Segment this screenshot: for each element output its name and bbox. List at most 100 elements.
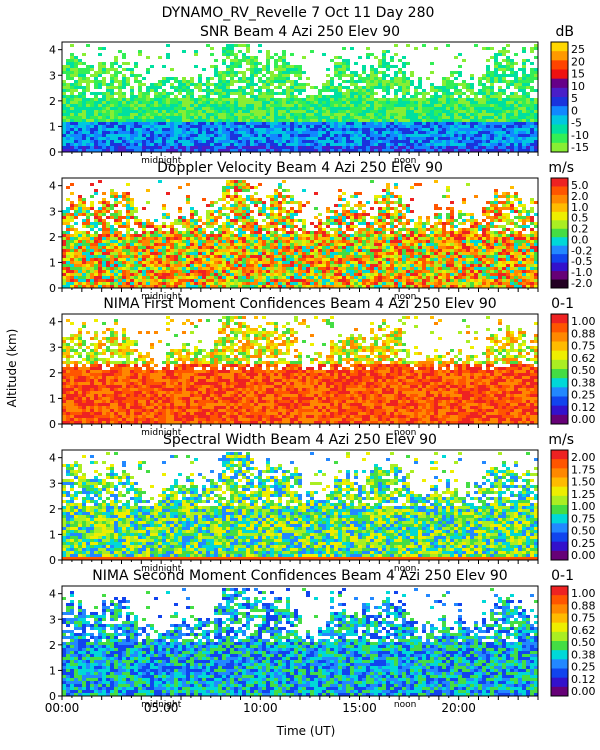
- heatmap-cell: [126, 234, 130, 237]
- heatmap-cell: [122, 86, 126, 89]
- heatmap-cell: [490, 119, 494, 122]
- heatmap-cell: [238, 243, 242, 246]
- heatmap-cell: [246, 240, 250, 243]
- heatmap-cell: [238, 225, 242, 228]
- heatmap-cell: [70, 213, 74, 216]
- heatmap-cell: [242, 213, 246, 216]
- heatmap-cell: [254, 71, 258, 74]
- heatmap-cell: [190, 225, 194, 228]
- heatmap-cell: [98, 237, 102, 240]
- heatmap-cell: [502, 134, 506, 137]
- heatmap-cell: [122, 249, 126, 252]
- heatmap-cell: [166, 131, 170, 134]
- heatmap-cell: [142, 267, 146, 270]
- heatmap-cell: [82, 68, 86, 71]
- heatmap-cell: [70, 270, 74, 273]
- heatmap-cell: [226, 282, 230, 285]
- heatmap-cell: [230, 107, 234, 110]
- heatmap-cell: [358, 140, 362, 143]
- heatmap-cell: [234, 140, 238, 143]
- heatmap-cell: [274, 128, 278, 131]
- heatmap-cell: [114, 243, 118, 246]
- heatmap-cell: [62, 270, 66, 273]
- heatmap-cell: [78, 146, 82, 149]
- heatmap-cell: [510, 80, 514, 83]
- heatmap-cell: [158, 80, 162, 83]
- heatmap-cell: [126, 258, 130, 261]
- heatmap-cell: [162, 92, 166, 95]
- heatmap-cell: [90, 131, 94, 134]
- colorbar-label: 25: [571, 43, 585, 56]
- heatmap-cell: [206, 219, 210, 222]
- heatmap-cell: [374, 83, 378, 86]
- heatmap-cell: [98, 282, 102, 285]
- heatmap-cell: [194, 246, 198, 249]
- heatmap-cell: [522, 146, 526, 149]
- heatmap-cell: [406, 143, 410, 146]
- heatmap-cell: [534, 146, 538, 149]
- heatmap-cell: [110, 228, 114, 231]
- heatmap-cell: [126, 261, 130, 264]
- heatmap-cell: [214, 210, 218, 213]
- heatmap-cell: [382, 140, 386, 143]
- heatmap-cell: [218, 92, 222, 95]
- heatmap-cell: [466, 122, 470, 125]
- heatmap-cell: [98, 228, 102, 231]
- heatmap-cell: [126, 276, 130, 279]
- heatmap-cell: [526, 137, 530, 140]
- heatmap-cell: [86, 234, 90, 237]
- heatmap-cell: [270, 237, 274, 240]
- heatmap-cell: [86, 110, 90, 113]
- heatmap-cell: [238, 128, 242, 131]
- heatmap-cell: [214, 86, 218, 89]
- heatmap-cell: [470, 116, 474, 119]
- heatmap-cell: [322, 131, 326, 134]
- heatmap-cell: [342, 65, 346, 68]
- heatmap-cell: [254, 116, 258, 119]
- heatmap-cell: [122, 83, 126, 86]
- heatmap-cell: [506, 98, 510, 101]
- heatmap-cell: [246, 92, 250, 95]
- heatmap-cell: [158, 92, 162, 95]
- heatmap-cell: [82, 101, 86, 104]
- heatmap-cell: [274, 122, 278, 125]
- heatmap-cell: [502, 131, 506, 134]
- heatmap-cell: [126, 131, 130, 134]
- heatmap-cell: [182, 125, 186, 128]
- heatmap-cell: [78, 68, 82, 71]
- heatmap-cell: [258, 183, 262, 186]
- heatmap-cell: [266, 264, 270, 267]
- heatmap-cell: [138, 243, 142, 246]
- heatmap-cell: [150, 267, 154, 270]
- heatmap-cell: [62, 101, 66, 104]
- heatmap-cell: [282, 234, 286, 237]
- heatmap-cell: [278, 86, 282, 89]
- heatmap-cell: [118, 261, 122, 264]
- heatmap-cell: [210, 264, 214, 267]
- heatmap-cell: [162, 270, 166, 273]
- heatmap-cell: [258, 86, 262, 89]
- heatmap-cell: [230, 125, 234, 128]
- heatmap-cell: [366, 134, 370, 137]
- heatmap-cell: [474, 149, 478, 152]
- heatmap-cell: [258, 101, 262, 104]
- heatmap-cell: [230, 243, 234, 246]
- heatmap-cell: [438, 104, 442, 107]
- heatmap-cell: [434, 95, 438, 98]
- heatmap-cell: [106, 267, 110, 270]
- heatmap-cell: [278, 213, 282, 216]
- heatmap-cell: [310, 246, 314, 249]
- heatmap-cell: [298, 122, 302, 125]
- heatmap-cell: [162, 204, 166, 207]
- heatmap-cell: [530, 110, 534, 113]
- heatmap-cell: [274, 285, 278, 288]
- heatmap-cell: [402, 65, 406, 68]
- heatmap-cell: [422, 119, 426, 122]
- heatmap-cell: [226, 258, 230, 261]
- heatmap-cell: [70, 225, 74, 228]
- heatmap-cell: [62, 219, 66, 222]
- heatmap-cell: [86, 137, 90, 140]
- heatmap-cell: [522, 98, 526, 101]
- heatmap-cell: [342, 134, 346, 137]
- heatmap-cell: [282, 131, 286, 134]
